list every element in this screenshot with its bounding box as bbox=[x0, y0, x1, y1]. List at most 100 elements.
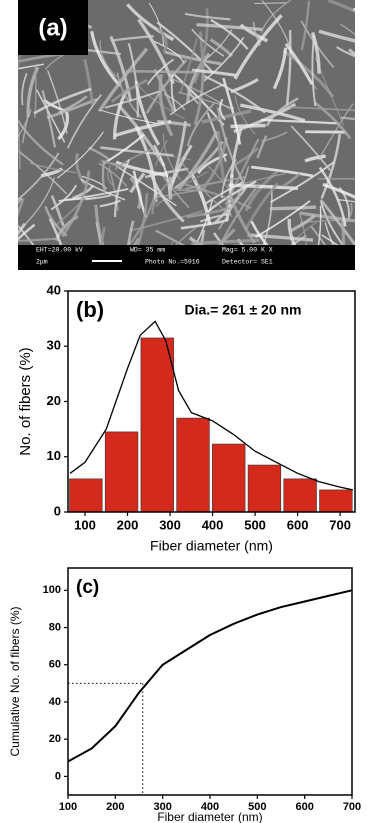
fiber bbox=[174, 226, 197, 245]
fiber bbox=[221, 158, 237, 198]
fiber bbox=[322, 182, 355, 199]
fiber bbox=[337, 199, 355, 203]
fiber bbox=[66, 94, 102, 149]
fiber bbox=[318, 166, 347, 227]
fiber bbox=[53, 195, 88, 227]
fiber bbox=[320, 134, 342, 199]
fiber bbox=[179, 38, 198, 95]
sem-info-bar bbox=[18, 245, 355, 270]
fiber bbox=[127, 220, 135, 245]
fiber bbox=[319, 198, 355, 245]
fiber bbox=[97, 47, 149, 113]
fiber bbox=[29, 162, 77, 174]
fiber bbox=[163, 93, 186, 111]
fiber bbox=[318, 29, 355, 43]
bar bbox=[319, 489, 353, 513]
fiber bbox=[18, 225, 35, 245]
fiber bbox=[18, 119, 64, 166]
bar bbox=[283, 478, 317, 513]
fiber bbox=[205, 29, 233, 60]
fiber bbox=[99, 40, 117, 78]
fiber bbox=[145, 59, 188, 114]
fiber bbox=[178, 91, 235, 110]
y-tick-label: 40 bbox=[49, 696, 61, 708]
fiber bbox=[260, 0, 292, 34]
fiber bbox=[188, 170, 212, 226]
fiber bbox=[156, 27, 168, 54]
fiber bbox=[110, 34, 154, 42]
fiber bbox=[18, 222, 27, 236]
fiber bbox=[136, 84, 185, 120]
bar bbox=[176, 417, 210, 513]
x-tick-label: 500 bbox=[244, 517, 266, 532]
bar bbox=[212, 443, 246, 513]
fiber bbox=[254, 2, 287, 5]
y-tick-label: 60 bbox=[49, 659, 61, 671]
y-axis-label: No. of fibers (%) bbox=[17, 347, 34, 455]
fiber bbox=[99, 199, 121, 208]
fiber bbox=[100, 146, 174, 157]
fiber bbox=[299, 211, 355, 223]
fiber bbox=[58, 95, 88, 114]
fiber bbox=[18, 198, 25, 218]
x-tick-label: 200 bbox=[106, 801, 124, 813]
fiber bbox=[265, 97, 299, 127]
x-tick-label: 500 bbox=[248, 801, 266, 813]
fiber bbox=[186, 52, 211, 104]
fiber bbox=[298, 213, 307, 245]
fiber bbox=[269, 205, 317, 211]
fiber bbox=[199, 229, 206, 245]
fiber bbox=[129, 209, 203, 232]
fiber bbox=[216, 107, 244, 182]
fiber bbox=[18, 63, 45, 70]
fiber bbox=[58, 187, 129, 202]
fiber bbox=[80, 178, 126, 201]
fiber bbox=[191, 238, 260, 245]
fiber bbox=[103, 133, 145, 165]
fiber bbox=[196, 23, 263, 32]
fiber bbox=[177, 130, 219, 191]
plot-frame bbox=[67, 567, 353, 796]
fiber bbox=[151, 181, 170, 215]
fiber bbox=[233, 14, 283, 80]
fiber bbox=[115, 160, 169, 178]
fiber bbox=[127, 43, 139, 118]
fiber bbox=[75, 153, 86, 186]
fiber bbox=[285, 30, 292, 106]
fiber bbox=[217, 228, 236, 245]
bar bbox=[104, 431, 139, 513]
fiber bbox=[158, 73, 174, 137]
fiber bbox=[256, 135, 268, 159]
fiber bbox=[261, 131, 288, 143]
y-tick-label: 20 bbox=[47, 393, 61, 408]
fiber bbox=[57, 131, 104, 179]
fiber bbox=[156, 21, 215, 74]
label-box bbox=[18, 0, 88, 55]
fiber bbox=[18, 53, 21, 71]
fiber bbox=[290, 234, 307, 245]
fiber bbox=[81, 175, 107, 190]
fiber bbox=[50, 195, 65, 227]
fiber bbox=[234, 95, 256, 135]
fiber bbox=[101, 160, 107, 195]
x-tick-label: 300 bbox=[153, 801, 171, 813]
fiber bbox=[270, 161, 335, 203]
y-axis-label: Cumulative No. of fibers (%) bbox=[8, 606, 22, 756]
sem-info: WD= 35 mm bbox=[130, 247, 165, 254]
x-tick-label: 700 bbox=[329, 517, 351, 532]
fiber bbox=[109, 35, 133, 102]
fiber bbox=[180, 218, 229, 230]
fiber bbox=[203, 75, 266, 114]
fiber bbox=[230, 123, 266, 129]
fiber bbox=[290, 221, 317, 245]
x-tick-label: 100 bbox=[74, 517, 96, 532]
fiber bbox=[184, 12, 231, 21]
fiber bbox=[290, 106, 355, 112]
x-tick-label: 100 bbox=[59, 801, 77, 813]
fiber bbox=[18, 197, 23, 205]
x-axis-label: Fiber diameter (nm) bbox=[150, 538, 273, 554]
fiber bbox=[18, 109, 32, 138]
sem-texture bbox=[18, 0, 355, 245]
